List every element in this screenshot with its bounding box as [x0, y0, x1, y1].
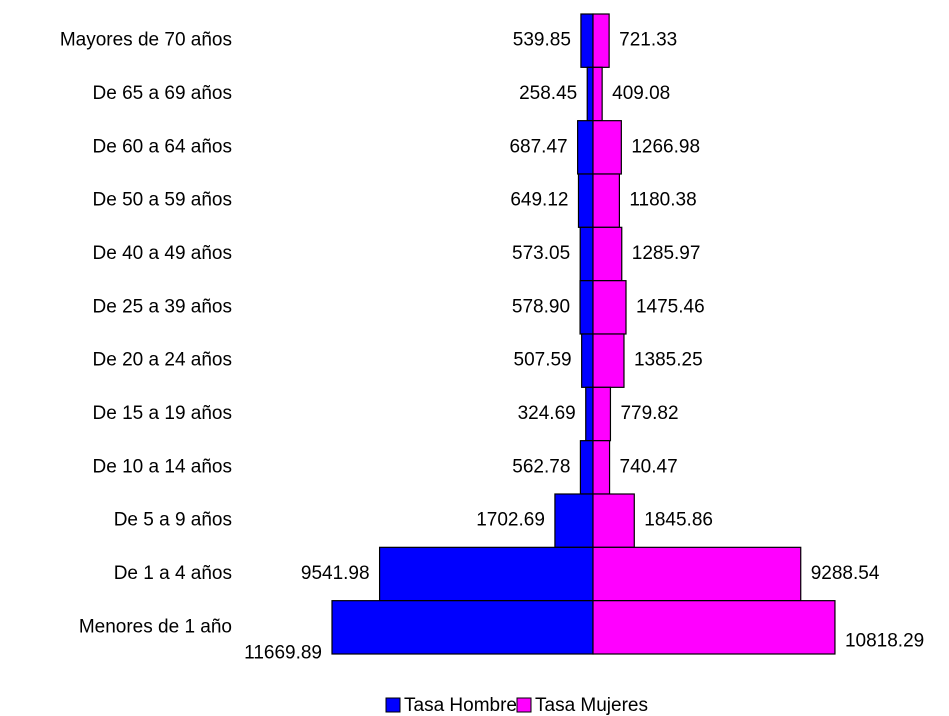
bar [592, 493, 635, 548]
bar [577, 173, 594, 228]
bar [592, 13, 610, 68]
value-label: 409.08 [612, 83, 670, 104]
value-label: 1180.38 [629, 190, 696, 211]
value-label: 649.12 [510, 190, 568, 211]
bar [592, 173, 620, 228]
value-label: 10818.29 [845, 630, 924, 651]
bar [592, 546, 802, 602]
bar [378, 546, 594, 602]
value-label: 1845.86 [644, 510, 713, 531]
bar [331, 600, 594, 655]
category-label: De 50 a 59 años [93, 190, 232, 211]
category-label: Mayores de 70 años [60, 30, 232, 51]
value-label: 687.47 [509, 136, 567, 157]
bar [592, 280, 627, 335]
value-label: 740.47 [620, 456, 678, 477]
bar [580, 13, 594, 68]
value-label: 562.78 [512, 456, 570, 477]
category-label: De 40 a 49 años [93, 243, 232, 264]
bar [579, 226, 594, 282]
bar [592, 440, 611, 495]
legend-swatch [516, 697, 532, 713]
category-label: Menores de 1 año [79, 616, 232, 637]
legend-label: Tasa Hombres [404, 695, 527, 716]
bar [581, 333, 594, 388]
legend-label: Tasa Mujeres [535, 695, 648, 716]
bar [579, 280, 594, 335]
bar [586, 66, 594, 122]
value-label: 9288.54 [811, 563, 880, 584]
value-label: 1385.25 [634, 350, 703, 371]
bar [592, 120, 622, 175]
category-label: De 60 a 64 años [93, 136, 232, 157]
value-label: 9541.98 [301, 563, 370, 584]
legend-swatch [385, 697, 401, 713]
value-label: 539.85 [513, 30, 571, 51]
bar [592, 600, 836, 655]
category-label: De 20 a 24 años [93, 350, 232, 371]
bar [577, 120, 594, 175]
category-label: De 5 a 9 años [114, 510, 232, 531]
value-label: 11669.89 [244, 642, 322, 663]
bar [554, 493, 594, 548]
bar [592, 333, 625, 388]
value-label: 258.45 [519, 83, 577, 104]
bar [592, 66, 603, 122]
value-label: 507.59 [514, 350, 572, 371]
value-label: 1266.98 [631, 136, 700, 157]
category-label: De 10 a 14 años [93, 456, 232, 477]
value-label: 1702.69 [476, 510, 545, 531]
bar [592, 226, 623, 282]
value-label: 779.82 [620, 403, 678, 424]
bar [579, 440, 594, 495]
category-label: De 25 a 39 años [93, 296, 232, 317]
value-label: 1475.46 [636, 296, 705, 317]
category-label: De 15 a 19 años [93, 403, 232, 424]
bar [585, 386, 594, 442]
value-label: 324.69 [518, 403, 576, 424]
category-label: De 1 a 4 años [114, 563, 232, 584]
bar [592, 386, 612, 442]
value-label: 578.90 [512, 296, 570, 317]
category-label: De 65 a 69 años [93, 83, 232, 104]
value-label: 1285.97 [632, 243, 701, 264]
value-label: 721.33 [619, 30, 677, 51]
value-label: 573.05 [512, 243, 570, 264]
